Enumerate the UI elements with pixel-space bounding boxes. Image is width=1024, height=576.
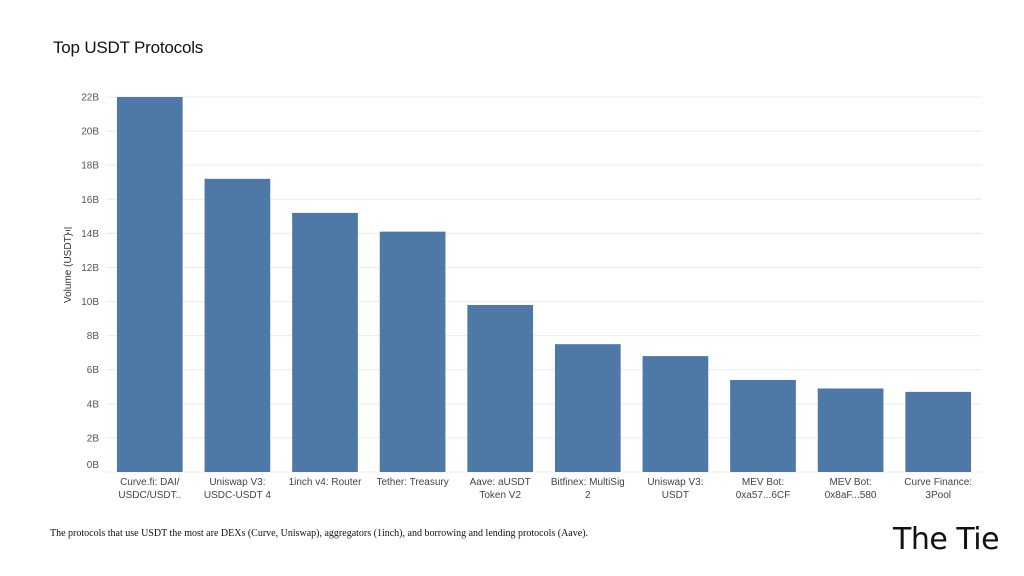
chart-caption: The protocols that use USDT the most are… bbox=[50, 528, 589, 539]
bar-chart: 0B 2B 4B 6B 8B 10B 12B 14B 16B 18B 20B 22B Curve.fi… bbox=[63, 93, 982, 501]
y-tick-label: 12B bbox=[81, 263, 99, 274]
y-tick-label: 0B bbox=[87, 460, 100, 471]
bar[interactable] bbox=[642, 356, 709, 472]
bar[interactable] bbox=[204, 178, 271, 472]
y-tick-label: 18B bbox=[81, 161, 99, 172]
x-tick-label: 1inch v4: Router bbox=[289, 477, 362, 488]
x-tick-label: Tether: Treasury bbox=[376, 477, 448, 488]
bars bbox=[116, 97, 972, 472]
bar[interactable] bbox=[730, 379, 796, 472]
y-tick-label: 6B bbox=[87, 365, 100, 376]
x-tick-label: MEV Bot: 0x8aF...580 bbox=[825, 477, 877, 501]
y-tick-label: 16B bbox=[81, 195, 99, 206]
y-tick-label: 8B bbox=[87, 331, 100, 342]
chart-title: Top USDT Protocols bbox=[53, 38, 204, 57]
x-axis-labels: Curve.fi: DAI/USDC/USDT.. Uniswap V3: USDC… bbox=[118, 477, 972, 501]
y-axis-label: Volume (USDT) bbox=[63, 233, 74, 303]
x-tick-label: Uniswap V3: USDC-USDT 4 bbox=[204, 477, 271, 501]
bar[interactable] bbox=[467, 304, 534, 472]
x-tick-label: Bitfinex: MultiSig 2 bbox=[551, 477, 625, 501]
bar[interactable] bbox=[116, 97, 183, 472]
y-tick-label: 10B bbox=[81, 297, 99, 308]
x-tick-label: MEV Bot: 0xa57...6CF bbox=[736, 477, 790, 501]
bar[interactable] bbox=[292, 212, 358, 472]
x-tick-label: Curve Finance: 3Pool bbox=[904, 477, 972, 501]
y-axis-ticks: 0B 2B 4B 6B 8B 10B 12B 14B 16B 18B 20B 22B bbox=[81, 93, 99, 472]
x-tick-label: Aave: aUSDT Token V2 bbox=[470, 477, 531, 501]
y-tick-label: 20B bbox=[81, 127, 99, 138]
y-tick-label: 2B bbox=[87, 433, 100, 444]
brand-logo: The Tie bbox=[893, 522, 1000, 557]
bar[interactable] bbox=[905, 391, 972, 472]
y-tick-label: 22B bbox=[81, 93, 99, 104]
y-tick-label: 14B bbox=[81, 229, 99, 240]
x-tick-label: Curve.fi: DAI/USDC/USDT.. bbox=[118, 477, 181, 501]
bar[interactable] bbox=[817, 388, 884, 472]
y-tick-label: 4B bbox=[87, 399, 100, 410]
x-tick-label: Uniswap V3: USDT bbox=[647, 477, 703, 501]
bar[interactable] bbox=[554, 344, 621, 472]
filter-icon[interactable] bbox=[64, 227, 72, 234]
bar[interactable] bbox=[379, 231, 446, 472]
